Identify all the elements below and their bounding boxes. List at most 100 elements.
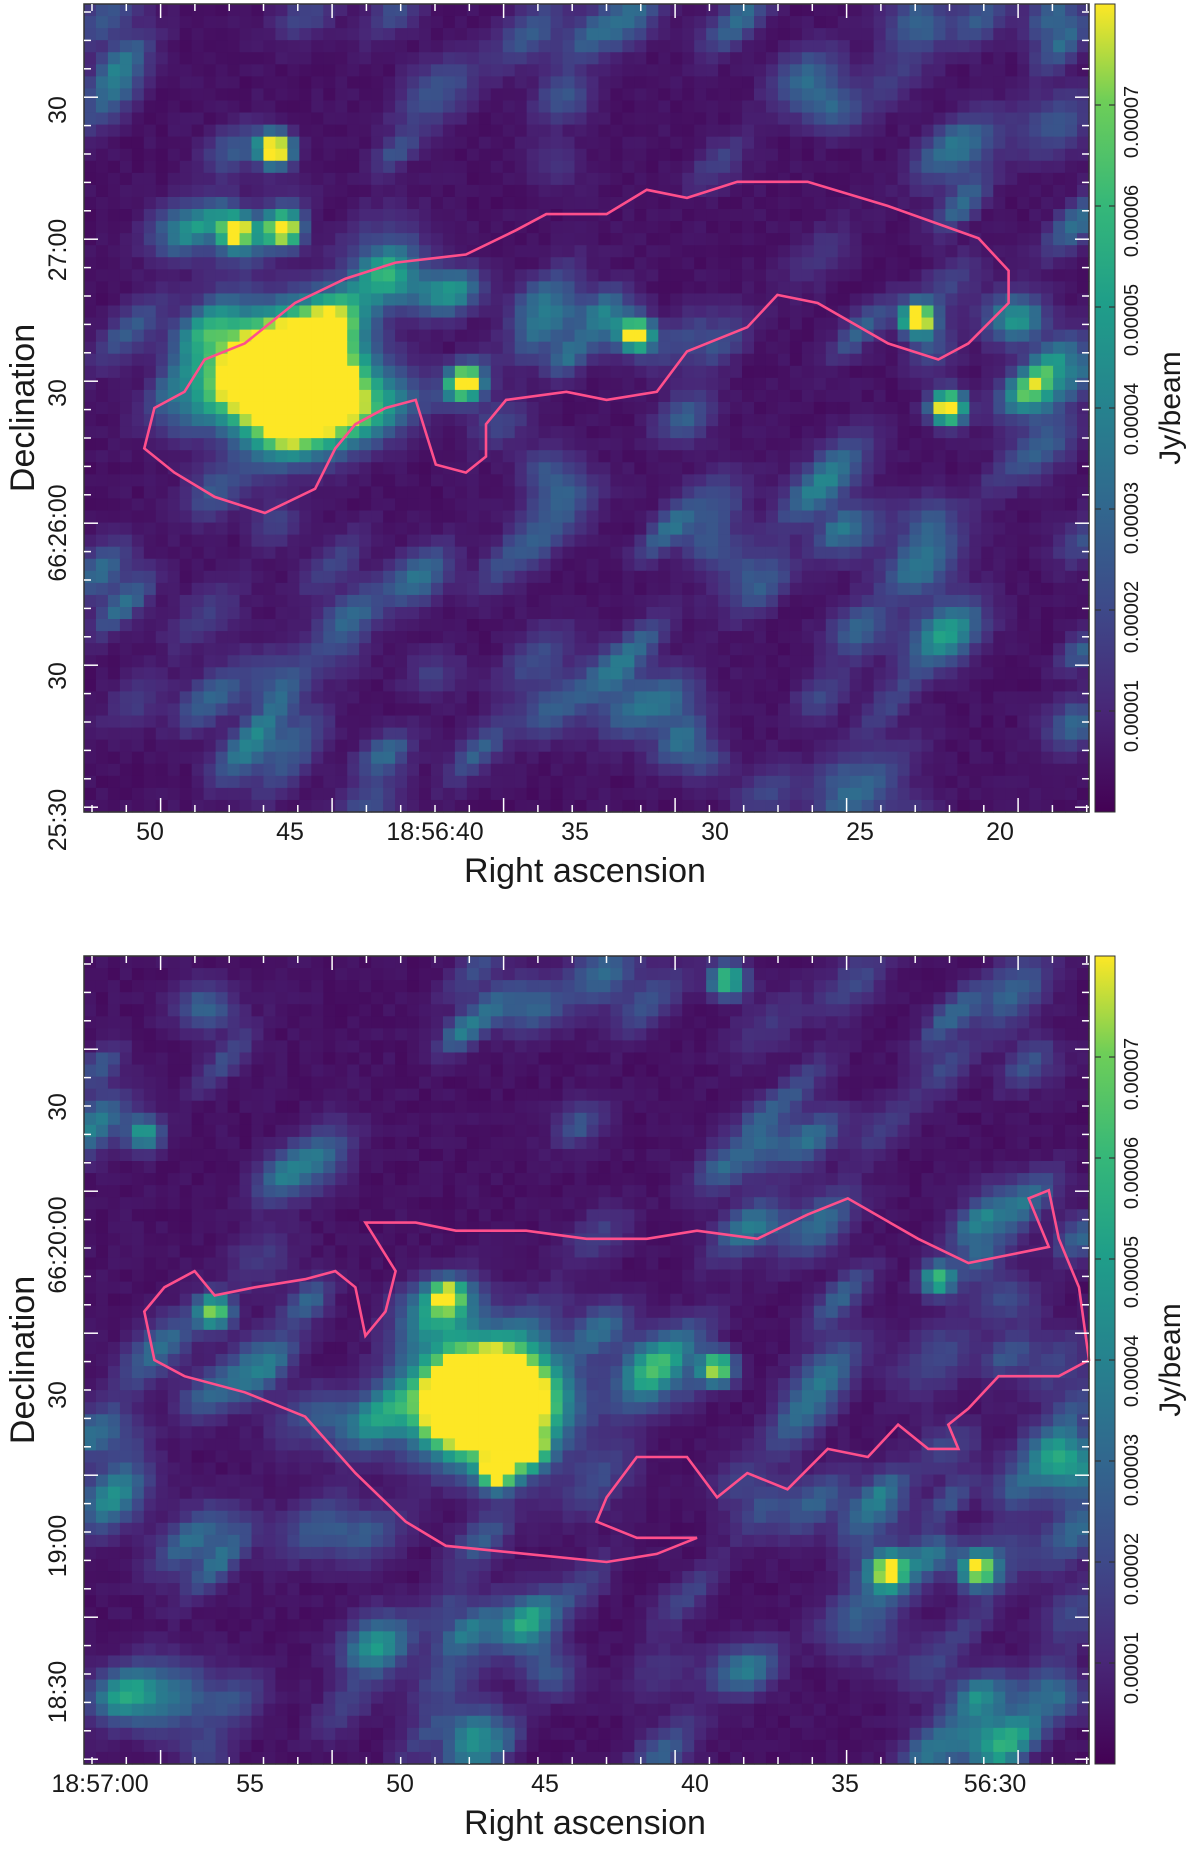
heatmap-cell [598, 305, 612, 319]
heatmap-cell [861, 377, 875, 391]
heatmap-cell [419, 52, 432, 65]
heatmap-cell [933, 389, 947, 403]
heatmap-cell [167, 606, 181, 620]
heatmap-cell [981, 52, 994, 65]
heatmap-cell [430, 52, 444, 65]
heatmap-cell [526, 100, 540, 114]
heatmap-cell [550, 76, 564, 90]
heatmap-cell [825, 426, 839, 439]
heatmap-cell [407, 124, 420, 138]
heatmap-cell [813, 691, 827, 705]
heatmap-cell [706, 655, 719, 668]
heatmap-cell [945, 148, 958, 162]
heatmap-cell [777, 606, 791, 620]
heatmap-cell [239, 209, 253, 222]
heatmap-cell [825, 389, 839, 403]
heatmap-cell [933, 498, 947, 512]
heatmap-cell [323, 510, 336, 524]
heatmap-cell [670, 305, 683, 319]
heatmap-cell [299, 40, 312, 53]
heatmap-cell [813, 353, 827, 367]
heatmap-cell [825, 233, 839, 246]
heatmap-cell [957, 703, 970, 717]
heatmap-cell [215, 389, 229, 403]
heatmap-cell [610, 438, 623, 451]
heatmap-cell [586, 40, 600, 53]
heatmap-cell [933, 377, 947, 391]
heatmap-cell [718, 160, 731, 174]
heatmap-cell [275, 715, 288, 729]
heatmap-cell [801, 184, 815, 198]
heatmap-cell [574, 16, 588, 29]
heatmap-cell [969, 40, 982, 53]
heatmap-cell [789, 196, 803, 210]
heatmap-cell [658, 160, 671, 174]
heatmap-cell [1053, 498, 1066, 512]
heatmap-cell [131, 377, 145, 391]
heatmap-cell [1041, 305, 1054, 319]
heatmap-cell [1029, 582, 1042, 596]
heatmap-cell [1005, 245, 1018, 258]
heatmap-cell [861, 365, 875, 379]
heatmap-cell [825, 172, 839, 186]
heatmap-cell [299, 124, 312, 138]
heatmap-cell [95, 76, 109, 90]
heatmap-cell [885, 184, 899, 198]
heatmap-cell [801, 148, 815, 162]
heatmap-cell [263, 209, 277, 222]
heatmap-cell [203, 112, 217, 126]
heatmap-cell [981, 691, 994, 705]
heatmap-cell [526, 450, 540, 463]
heatmap-cell [275, 172, 288, 186]
heatmap-cell [275, 40, 288, 53]
heatmap-cell [957, 329, 970, 343]
heatmap-cell [227, 691, 241, 705]
heatmap-cell [981, 510, 994, 524]
heatmap-cell [347, 245, 360, 258]
heatmap-cell [861, 269, 875, 282]
heatmap-cell [215, 619, 229, 632]
heatmap-cell [730, 426, 743, 439]
heatmap-cell [526, 582, 540, 596]
heatmap-cell [299, 245, 312, 258]
heatmap-cell [574, 691, 588, 705]
heatmap-cell [1017, 619, 1030, 632]
heatmap-cell [442, 172, 456, 186]
heatmap-cell [203, 40, 217, 53]
heatmap-cell [203, 233, 217, 246]
heatmap-cell [167, 64, 181, 77]
heatmap-cell [191, 221, 205, 234]
heatmap-cell [227, 401, 241, 415]
heatmap-cell [395, 40, 408, 53]
heatmap-cell [538, 329, 552, 343]
heatmap-cell [813, 510, 827, 524]
heatmap-cell [634, 679, 647, 692]
heatmap-cell [502, 353, 516, 367]
heatmap-cell [945, 377, 958, 391]
heatmap-cell [1065, 426, 1078, 439]
heatmap-cell [981, 594, 994, 608]
heatmap-cell [1041, 631, 1054, 644]
heatmap-cell [801, 462, 815, 475]
heatmap-cell [383, 100, 396, 114]
heatmap-cell [395, 136, 408, 150]
heatmap-cell [95, 136, 109, 150]
heatmap-cell [646, 474, 659, 487]
heatmap-cell [1065, 498, 1078, 512]
heatmap-cell [191, 594, 205, 608]
heatmap-cell [526, 305, 540, 319]
heatmap-cell [754, 414, 767, 427]
heatmap-cell [813, 655, 827, 668]
heatmap-cell [526, 341, 540, 355]
heatmap-cell [215, 667, 229, 680]
heatmap-cell [981, 450, 994, 463]
heatmap-cell [478, 88, 492, 102]
heatmap-cell [299, 703, 312, 717]
heatmap-cell [490, 221, 504, 234]
heatmap-cell [1017, 510, 1030, 524]
heatmap-cell [658, 438, 671, 451]
heatmap-cell [227, 582, 241, 596]
heatmap-cell [526, 245, 540, 258]
heatmap-cell [299, 426, 312, 439]
heatmap-cell [538, 606, 552, 620]
